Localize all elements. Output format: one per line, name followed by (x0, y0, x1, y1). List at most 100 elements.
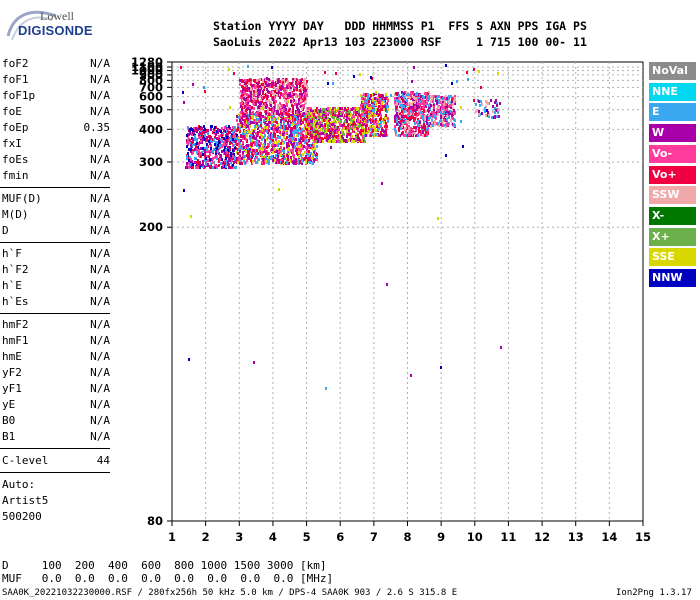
echo-dot (277, 125, 279, 128)
echo-dot (396, 97, 398, 100)
echo-dot (362, 132, 364, 135)
echo-dot (277, 136, 279, 139)
echo-dot (351, 135, 353, 138)
echo-dot (281, 113, 283, 116)
param-row: foEs N/A (2, 153, 110, 169)
echo-dot (224, 152, 226, 155)
echo-dot (278, 113, 280, 116)
echo-dot (410, 374, 412, 377)
echo-dot (341, 124, 343, 127)
echo-dot (190, 148, 192, 151)
echo-dot (415, 134, 417, 137)
echo-dot (334, 130, 336, 133)
echo-dot (324, 71, 326, 74)
echo-dot (297, 146, 299, 149)
echo-dot (289, 138, 291, 141)
echo-dot (310, 112, 312, 115)
echo-dot (296, 125, 298, 128)
echo-dot (448, 97, 450, 100)
echo-dot (265, 110, 267, 113)
echo-dot (485, 105, 487, 108)
echo-dot (380, 117, 382, 120)
echo-dot (202, 163, 204, 166)
echo-dot (250, 98, 252, 101)
echo-dot (379, 110, 381, 113)
echo-dot (242, 132, 244, 135)
echo-dot (248, 79, 250, 82)
echo-dot (431, 121, 433, 124)
x-tick-label: 15 (635, 530, 651, 544)
echo-dot (266, 88, 268, 91)
echo-dot (306, 84, 308, 87)
echo-dot (363, 134, 365, 137)
echo-dot (274, 103, 276, 106)
echo-dot (249, 125, 251, 128)
echo-dot (206, 143, 208, 146)
echo-dot (320, 124, 322, 127)
echo-dot (291, 104, 293, 107)
echo-dot (335, 126, 337, 129)
echo-dot (267, 90, 269, 93)
echo-dot (339, 134, 341, 137)
echo-dot (353, 138, 355, 141)
echo-dot (221, 136, 223, 139)
echo-dot (244, 155, 246, 158)
echo-dot (290, 131, 292, 134)
echo-dot (357, 119, 359, 122)
param-separator (0, 313, 110, 314)
echo-dot (267, 152, 269, 155)
echo-dot (309, 124, 311, 127)
param-row: h`F N/A (2, 247, 110, 263)
echo-dot (239, 145, 241, 148)
echo-dot (456, 80, 458, 83)
echo-dot (340, 112, 342, 115)
echo-dot (412, 92, 414, 95)
echo-dot (454, 97, 456, 100)
echo-dot (438, 101, 440, 104)
echo-dot (405, 101, 407, 104)
x-tick-label: 9 (437, 530, 445, 544)
echo-dot (241, 85, 243, 88)
echo-dot (443, 119, 445, 122)
echo-dot (292, 122, 294, 125)
echo-dot (204, 159, 206, 162)
echo-dot (240, 102, 242, 105)
echo-dot (200, 127, 202, 130)
echo-dot (381, 108, 383, 111)
echo-dot (287, 143, 289, 146)
echo-dot (440, 113, 442, 116)
echo-dot (343, 123, 345, 126)
echo-dot (250, 159, 252, 162)
echo-dot (333, 119, 335, 122)
echo-dot (341, 140, 343, 143)
echo-dot (385, 114, 387, 117)
echo-dot (233, 133, 235, 136)
echo-dot (424, 115, 426, 118)
echo-dot (400, 104, 402, 107)
x-tick-label: 4 (269, 530, 277, 544)
echo-dot (443, 97, 445, 100)
param-row: h`F2 N/A (2, 263, 110, 279)
echo-dot (445, 95, 447, 98)
echo-dot (329, 107, 331, 110)
echo-dot (280, 88, 282, 91)
echo-dot (253, 130, 255, 133)
echo-dot (314, 130, 316, 133)
echo-dot (220, 138, 222, 141)
echo-dot (404, 128, 406, 131)
echo-dot (198, 148, 200, 151)
echo-dot (271, 121, 273, 124)
echo-dot (200, 147, 202, 150)
echo-dot (415, 129, 417, 132)
echo-dot (257, 88, 259, 91)
param-separator (0, 242, 110, 243)
echo-dot (400, 123, 402, 126)
echo-dot (288, 113, 290, 116)
echo-dot (265, 106, 267, 109)
echo-dot (440, 119, 442, 122)
echo-dot (260, 112, 262, 115)
echo-dot (242, 137, 244, 140)
echo-dot (318, 112, 320, 115)
echo-dot (200, 136, 202, 139)
echo-dot (481, 103, 483, 106)
